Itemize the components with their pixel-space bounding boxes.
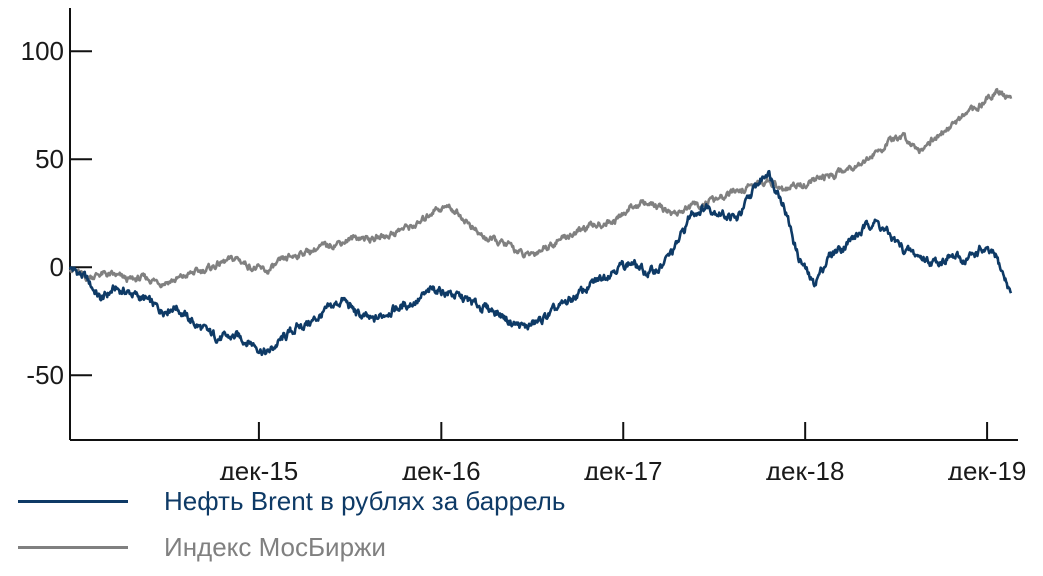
- series-layer: [68, 87, 1013, 357]
- x-tick-label: дек-18: [766, 456, 845, 480]
- x-tick-label: дек-16: [402, 456, 481, 480]
- series-line-imoex: [68, 87, 1013, 289]
- x-tick-label: дек-19: [948, 456, 1027, 480]
- x-axis: дек-15 дек-16 дек-17 дек-18 дек-19: [70, 422, 1026, 480]
- y-tick-label: -50: [26, 360, 64, 390]
- line-chart: 100 50 0 -50 дек-15 дек-16 дек-17 дек-18 дек-19: [21, 8, 1026, 480]
- legend-label-brent: Нефть Brent в рублях за баррель: [164, 486, 566, 516]
- legend-item-imoex: Индекс МосБиржи: [18, 532, 386, 563]
- y-axis: 100 50 0 -50: [21, 8, 92, 440]
- legend-item-brent: Нефть Brent в рублях за баррель: [18, 486, 565, 517]
- x-tick-label: дек-17: [584, 456, 663, 480]
- y-tick-label: 100: [21, 36, 64, 66]
- y-tick-label: 50: [35, 144, 64, 174]
- x-tick-label: дек-15: [220, 456, 299, 480]
- legend-swatch-imoex: [18, 546, 128, 549]
- legend-swatch-brent: [18, 500, 128, 503]
- series-line-brent: [68, 169, 1013, 357]
- y-tick-label: 0: [50, 252, 64, 282]
- legend-label-imoex: Индекс МосБиржи: [164, 532, 386, 562]
